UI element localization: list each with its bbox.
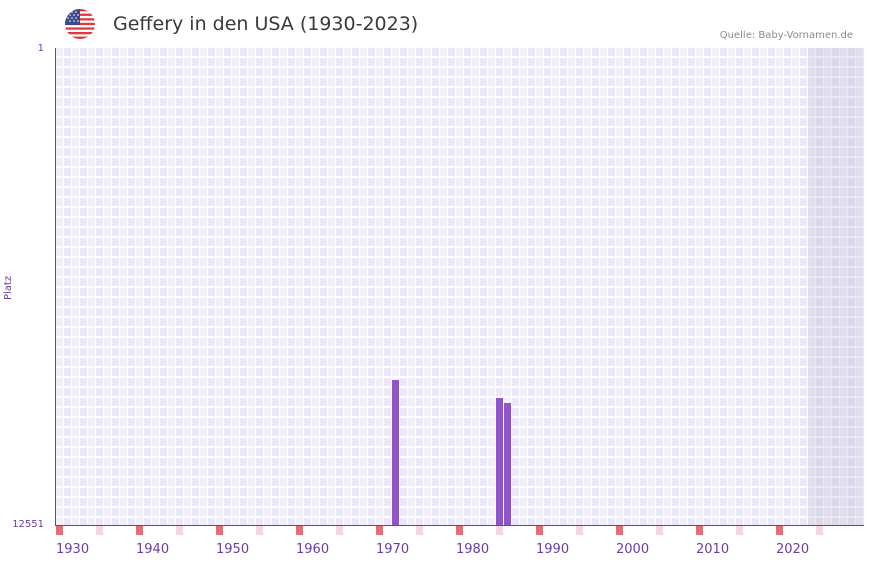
decade-marker bbox=[776, 526, 783, 535]
half-decade-marker bbox=[416, 526, 423, 535]
y-tick-top: 1 bbox=[37, 43, 44, 54]
x-tick-1990: 1990 bbox=[536, 542, 570, 557]
x-tick-1970: 1970 bbox=[376, 542, 410, 557]
source-label: Quelle: Baby-Vornamen.de bbox=[719, 30, 853, 41]
half-decade-marker bbox=[816, 526, 823, 535]
decade-marker bbox=[696, 526, 703, 535]
bar-1986[interactable] bbox=[504, 402, 511, 525]
x-tick-1940: 1940 bbox=[136, 542, 170, 557]
x-tick-1950: 1950 bbox=[216, 542, 250, 557]
decade-marker bbox=[616, 526, 623, 535]
decade-marker bbox=[56, 526, 63, 535]
bar-1985[interactable] bbox=[496, 398, 503, 525]
decade-marker bbox=[376, 526, 383, 535]
y-axis-label: Platz bbox=[3, 275, 14, 300]
x-axis bbox=[55, 525, 864, 526]
decade-marker bbox=[136, 526, 143, 535]
half-decade-marker bbox=[496, 526, 503, 535]
future-region bbox=[808, 48, 864, 525]
half-decade-marker bbox=[656, 526, 663, 535]
x-tick-2020: 2020 bbox=[776, 542, 810, 557]
chart-title: Geffery in den USA (1930-2023) bbox=[113, 13, 419, 35]
x-tick-1980: 1980 bbox=[456, 542, 490, 557]
half-decade-marker bbox=[736, 526, 743, 535]
decade-marker bbox=[456, 526, 463, 535]
half-decade-marker bbox=[256, 526, 263, 535]
decade-marker bbox=[216, 526, 223, 535]
decade-marker bbox=[296, 526, 303, 535]
half-decade-marker bbox=[576, 526, 583, 535]
bar-1972[interactable] bbox=[392, 380, 399, 525]
x-tick-1930: 1930 bbox=[56, 542, 90, 557]
x-tick-2010: 2010 bbox=[696, 542, 730, 557]
decade-marker bbox=[536, 526, 543, 535]
vertical-grid bbox=[56, 48, 864, 525]
half-decade-marker bbox=[96, 526, 103, 535]
y-axis bbox=[55, 48, 56, 525]
half-decade-marker bbox=[336, 526, 343, 535]
us-flag-icon bbox=[65, 9, 95, 39]
half-decade-marker bbox=[176, 526, 183, 535]
y-tick-bottom: 12551 bbox=[12, 519, 44, 530]
x-tick-1960: 1960 bbox=[296, 542, 330, 557]
x-tick-2000: 2000 bbox=[616, 542, 650, 557]
